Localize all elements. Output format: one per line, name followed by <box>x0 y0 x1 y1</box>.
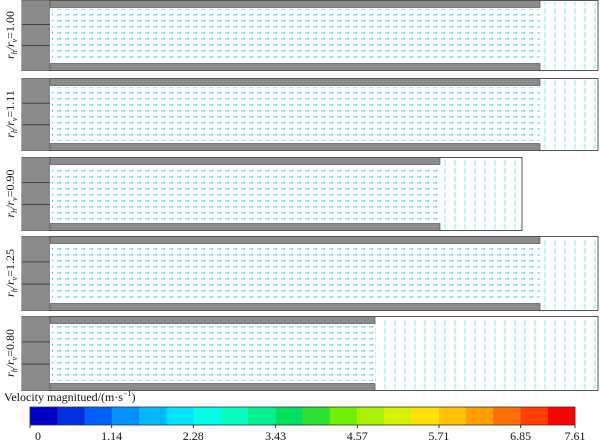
panel-label: rh/rv=0.90 <box>3 169 19 217</box>
colorbar-tick-label: 3.43 <box>265 429 286 443</box>
colorbar-segment <box>111 407 140 425</box>
colorbar-segment <box>329 407 358 425</box>
wall-bottom <box>49 223 441 231</box>
wall-top <box>49 0 541 8</box>
label-part: h <box>10 288 19 292</box>
label-part: h <box>10 129 19 133</box>
colorbar-segment <box>275 407 303 425</box>
label-part: h <box>10 209 19 213</box>
panel-label: rh/rv=1.11 <box>3 90 19 138</box>
label-part: v <box>10 197 19 201</box>
label-part: r <box>3 372 17 377</box>
panel: rh/rv=1.11 <box>3 78 599 151</box>
label-part: h <box>10 368 19 372</box>
panel-label: rh/rv=1.00 <box>3 11 19 59</box>
wall-bottom <box>49 143 541 151</box>
colorbar-tick-label: 5.71 <box>428 429 449 443</box>
colorbar-segment <box>30 407 58 425</box>
colorbar-frame <box>29 406 576 426</box>
flow-field <box>52 325 375 381</box>
label-part: =0.90 <box>3 169 17 197</box>
colorbar-segment <box>384 407 412 425</box>
panel: rh/rv=0.90 <box>3 157 523 231</box>
outflow-field <box>540 238 596 309</box>
outflow-field <box>540 2 596 69</box>
wall-bottom <box>49 63 541 71</box>
flow-field <box>52 245 540 301</box>
inlet-block <box>22 236 50 311</box>
colorbar-segment <box>357 407 385 425</box>
label-part: v <box>10 356 19 360</box>
label-part: r <box>3 54 17 59</box>
label-part: r <box>3 213 17 218</box>
colorbar-segment <box>220 407 249 425</box>
wall-bottom <box>49 303 541 311</box>
wall-bottom <box>49 383 376 391</box>
colorbar-segment <box>57 407 85 425</box>
colorbar-tick-label: 6.85 <box>510 429 531 443</box>
colorbar-segment <box>411 407 440 425</box>
label-part: /r <box>3 42 17 51</box>
label-part: =1.11 <box>3 90 17 117</box>
panel-label: rh/rv=0.80 <box>3 329 19 377</box>
label-part: r <box>3 133 17 138</box>
wall-top <box>49 157 441 165</box>
colorbar-segment <box>139 407 167 425</box>
colorbar-segment <box>84 407 113 425</box>
label-part: /r <box>3 121 17 130</box>
outflow-field <box>375 318 596 389</box>
flow-field <box>52 9 540 61</box>
colorbar-segment <box>547 407 576 425</box>
label-part: r <box>3 292 17 297</box>
colorbar-tick-label: 7.61 <box>565 429 586 443</box>
panel: rh/rv=1.00 <box>3 0 599 71</box>
panel: rh/rv=0.80 <box>3 316 599 391</box>
flow-field <box>52 166 440 221</box>
label-part: v <box>10 38 19 42</box>
panel: rh/rv=1.25 <box>3 236 599 311</box>
inlet-block <box>22 78 50 151</box>
label-part: =1.25 <box>3 249 17 277</box>
inlet-block <box>22 157 50 231</box>
colorbar-segment <box>438 407 467 425</box>
label-part: /r <box>3 360 17 369</box>
label-part: =0.80 <box>3 329 17 357</box>
colorbar-segment <box>166 407 194 425</box>
label-part: /r <box>3 280 17 289</box>
wall-top <box>49 236 541 244</box>
colorbar-tick-label: 0 <box>35 429 41 443</box>
outflow-field <box>440 159 520 229</box>
panel-label: rh/rv=1.25 <box>3 249 19 297</box>
inlet-block <box>22 316 50 391</box>
colorbar-segment <box>520 407 549 425</box>
outflow-field <box>540 80 596 149</box>
wall-top <box>49 78 541 86</box>
colorbar-tick-label: 4.57 <box>347 429 368 443</box>
colorbar-segment <box>466 407 494 425</box>
label-part: /r <box>3 201 17 210</box>
colorbar-tick-label: 2.28 <box>183 429 204 443</box>
inlet-block <box>22 0 50 71</box>
colorbar-segment <box>193 407 222 425</box>
flow-field <box>52 87 540 141</box>
colorbar-tick-label: 1.14 <box>101 429 122 443</box>
colorbar-segment <box>302 407 331 425</box>
colorbar-segment <box>493 407 521 425</box>
label-part: h <box>10 50 19 54</box>
label-part: v <box>10 117 19 121</box>
colorbar-segment <box>248 407 276 425</box>
label-part: =1.00 <box>3 11 17 39</box>
label-part: v <box>10 276 19 280</box>
colorbar-title: Velocity magnitued/(m·s−1) <box>4 389 136 404</box>
wall-top <box>49 316 376 324</box>
